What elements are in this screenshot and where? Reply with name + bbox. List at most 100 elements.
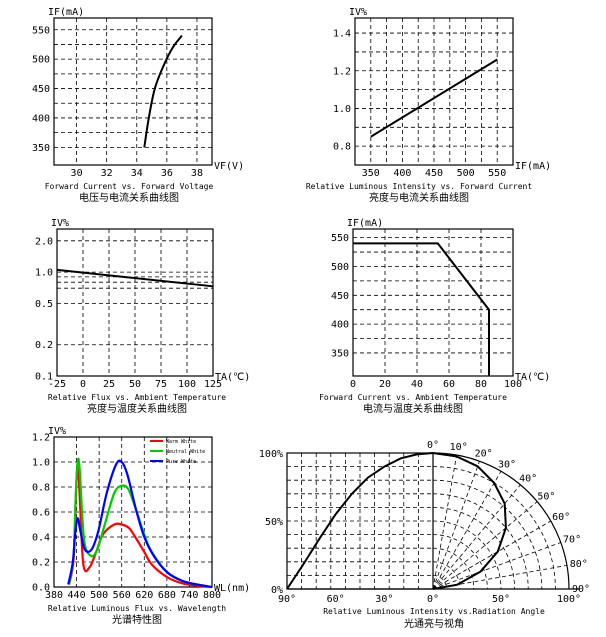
- x-axis-label: VF(V): [214, 161, 244, 172]
- x-tick-label: 60°: [327, 594, 345, 605]
- polar-radial: [432, 520, 551, 590]
- y-tick-label: 0.6: [32, 508, 50, 519]
- series-line: [353, 242, 490, 376]
- x-tick-label: 20: [379, 379, 391, 390]
- series-line: [143, 35, 183, 148]
- y-tick-label: 0.1: [35, 372, 53, 383]
- series-line: [56, 268, 214, 288]
- polar-angle-label: 40°: [519, 474, 537, 485]
- x-axis-label: TA(℃): [215, 372, 250, 383]
- polar-arc: [432, 561, 461, 590]
- y-tick-label: 1.4: [333, 29, 351, 40]
- x-tick-label: 550: [488, 168, 506, 179]
- x-tick-label: 50°: [492, 594, 510, 605]
- x-tick-label: 30°: [375, 594, 393, 605]
- polar-curve: [432, 452, 507, 590]
- plot-frame: [354, 17, 514, 166]
- x-tick-label: 75: [155, 379, 167, 390]
- chart-spectrum: 380 440 500 560 620 680 740 800 0.0 0.2 0.4 0.6 0.8 1…: [32, 426, 250, 626]
- polar-angle-label: 70°: [563, 535, 581, 546]
- chart-title: Relative Luminous Intensity vs.Radiation…: [323, 607, 545, 616]
- y-axis-label: IF(mA): [48, 7, 84, 18]
- polar-arc: [432, 493, 529, 590]
- chart-subtitle: 亮度与电流关系曲线图: [369, 191, 469, 204]
- polar-angle-label: 30°: [498, 459, 516, 470]
- x-tick-label: 100: [178, 379, 196, 390]
- y-tick-label: 0.2: [32, 558, 50, 569]
- y-tick-label: 1.0: [333, 104, 351, 115]
- x-tick-label: 680: [158, 590, 176, 601]
- x-tick-label: 500: [90, 590, 108, 601]
- x-tick-label: 125: [204, 379, 222, 390]
- chart-subtitle: 亮度与温度关系曲线图: [87, 402, 187, 415]
- chart-title: Forward Current vs. Ambient Temperature: [319, 393, 507, 402]
- polar-angle-label: 0°: [427, 440, 439, 451]
- plot-frame: [53, 17, 213, 166]
- y-axis-label: IF(mA): [347, 218, 383, 229]
- chart-subtitle: 光通亮与视角: [404, 617, 464, 630]
- x-tick-label: 30: [71, 168, 83, 179]
- legend-label: Neutral White: [166, 449, 205, 455]
- y-tick-label: 450: [32, 84, 50, 95]
- x-tick-label: 32: [101, 168, 113, 179]
- polar-angle-label: 90°: [572, 584, 590, 595]
- x-tick-label: 400: [393, 168, 411, 179]
- y-tick-label: 0%: [271, 585, 283, 596]
- y-axis-label: IV%: [51, 218, 69, 229]
- y-tick-label: 450: [331, 291, 349, 302]
- x-axis-label: IF(mA): [515, 161, 551, 172]
- x-tick-label: 620: [135, 590, 153, 601]
- legend-label: Pure White: [166, 459, 196, 465]
- polar-arc: [432, 547, 475, 590]
- chart-iv-if: 350 400 450 500 550 0.8 1.0 1.2 1.4 IV% IF(mA) Rela…: [306, 7, 551, 204]
- x-tick-label: 38: [191, 168, 203, 179]
- polar-arc: [432, 507, 515, 590]
- series-line: [67, 459, 213, 589]
- polar-radial: [432, 454, 458, 590]
- plot-frame: [352, 228, 514, 377]
- x-tick-label: 440: [68, 590, 86, 601]
- series-line: [370, 58, 498, 138]
- chart-subtitle: 电流与温度关系曲线图: [363, 402, 463, 415]
- chart-angle: 0° 10°20°30°40°50°60°70°80°90°0%50%100%90…: [259, 440, 590, 630]
- x-tick-label: 350: [362, 168, 380, 179]
- x-tick-label: 50: [129, 379, 141, 390]
- polar-angle-label: 60°: [552, 512, 570, 523]
- x-tick-label: 0: [350, 379, 356, 390]
- x-tick-label: 740: [180, 590, 198, 601]
- y-tick-label: 500: [32, 55, 50, 66]
- x-tick-label: 100°: [557, 594, 581, 605]
- chart-vf: 30 32 34 36 38 350 400 450 500 550 IF(mA) VF(V) Forw…: [32, 7, 244, 204]
- y-tick-label: 550: [32, 25, 50, 36]
- chart-iv-ta: -25 0 25 50 75 100 125 0.1 0.2 0.5 1.0 2.0 IV% TA(℃) R…: [35, 218, 250, 415]
- x-tick-label: 0°: [427, 594, 439, 605]
- polar-radial: [432, 471, 502, 590]
- chart-title: Relative Flux vs. Ambient Temperature: [48, 393, 226, 402]
- chart-if-ta: 0 20 40 60 80 100 350 400 450 500 550 IF(mA) TA(℃) Fo…: [319, 218, 550, 415]
- x-tick-label: 25: [103, 379, 115, 390]
- x-tick-label: 90°: [278, 594, 296, 605]
- y-tick-label: 550: [331, 233, 349, 244]
- x-tick-label: 100: [504, 379, 522, 390]
- x-tick-label: 800: [203, 590, 221, 601]
- y-tick-label: 1.0: [32, 458, 50, 469]
- polar-arc: [432, 452, 570, 590]
- x-axis-label: TA(℃): [515, 372, 550, 383]
- polar-angle-label: 10°: [450, 442, 468, 453]
- x-tick-label: 0: [80, 379, 86, 390]
- y-tick-label: 2.0: [35, 236, 53, 247]
- x-tick-label: 36: [161, 168, 173, 179]
- polar-arc: [432, 520, 502, 590]
- x-tick-label: 450: [425, 168, 443, 179]
- x-axis-label: WL(nm): [214, 583, 250, 594]
- polar-radial: [432, 484, 521, 590]
- y-tick-label: 0.4: [32, 533, 50, 544]
- chart-subtitle: 光谱特性图: [112, 613, 162, 626]
- x-tick-label: 34: [131, 168, 143, 179]
- chart-subtitle: 电压与电流关系曲线图: [79, 191, 179, 204]
- y-tick-label: 1.2: [32, 433, 50, 444]
- y-tick-label: 0.8: [333, 142, 351, 153]
- y-tick-label: 500: [331, 262, 349, 273]
- y-tick-label: 0.8: [32, 483, 50, 494]
- y-tick-label: 400: [331, 320, 349, 331]
